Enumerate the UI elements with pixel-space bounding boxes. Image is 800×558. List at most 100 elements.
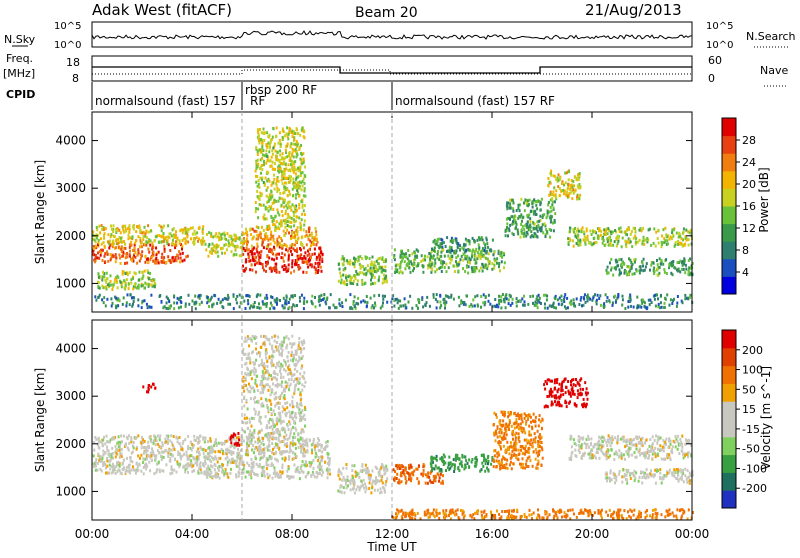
range-gate-cell <box>168 300 170 303</box>
range-gate-cell <box>676 305 678 308</box>
range-gate-cell <box>207 456 209 459</box>
range-gate-cell <box>145 230 147 233</box>
range-gate-cell <box>175 230 177 233</box>
range-gate-cell <box>266 351 268 354</box>
range-gate-cell <box>328 462 330 465</box>
range-gate-cell <box>679 235 681 238</box>
range-gate-cell <box>373 294 375 297</box>
range-gate-cell <box>101 243 103 246</box>
range-gate-cell <box>285 145 287 148</box>
range-gate-cell <box>273 174 275 177</box>
range-gate-cell <box>289 448 291 451</box>
range-gate-cell <box>440 255 442 258</box>
range-gate-cell <box>396 270 398 273</box>
range-gate-cell <box>94 260 96 263</box>
range-gate-cell <box>284 199 286 202</box>
range-gate-cell <box>112 463 114 466</box>
range-gate-cell <box>112 230 114 233</box>
range-gate-cell <box>263 160 265 163</box>
cpid-segment-1: normalsound (fast) 157 <box>95 94 236 108</box>
range-gate-cell <box>293 211 295 214</box>
range-gate-cell <box>123 296 125 299</box>
range-gate-cell <box>500 251 502 254</box>
range-gate-cell <box>300 467 302 470</box>
range-gate-cell <box>121 241 123 244</box>
range-gate-cell <box>225 449 227 452</box>
range-gate-cell <box>104 286 106 289</box>
range-gate-cell <box>192 465 194 468</box>
range-gate-cell <box>134 249 136 252</box>
range-gate-cell <box>259 142 261 145</box>
range-gate-cell <box>295 358 297 361</box>
range-gate-cell <box>474 304 476 307</box>
range-gate-cell <box>359 271 361 274</box>
range-gate-cell <box>268 196 270 199</box>
range-gate-cell <box>445 263 447 266</box>
range-gate-cell <box>326 469 328 472</box>
range-gate-cell <box>99 468 101 471</box>
range-gate-cell <box>462 259 464 262</box>
range-gate-cell <box>599 294 601 297</box>
range-gate-cell <box>534 227 536 230</box>
range-gate-cell <box>397 301 399 304</box>
range-gate-cell <box>581 304 583 307</box>
range-gate-cell <box>190 454 192 457</box>
range-gate-cell <box>273 452 275 455</box>
range-gate-cell <box>439 295 441 298</box>
range-gate-cell <box>677 261 679 264</box>
freq-label-1: Freq. <box>6 52 33 65</box>
range-gate-cell <box>106 298 108 301</box>
range-gate-cell <box>236 460 238 463</box>
range-gate-cell <box>665 258 667 261</box>
range-gate-cell <box>278 200 280 203</box>
range-gate-cell <box>296 216 298 219</box>
range-gate-cell <box>261 429 263 432</box>
range-gate-cell <box>549 304 551 307</box>
range-gate-cell <box>278 235 280 238</box>
range-gate-cell <box>256 262 258 265</box>
range-gate-cell <box>256 238 258 241</box>
range-gate-cell <box>629 259 631 262</box>
range-gate-cell <box>327 440 329 443</box>
range-gate-cell <box>165 463 167 466</box>
range-gate-cell <box>429 258 431 261</box>
range-gate-cell <box>616 260 618 263</box>
range-gate-cell <box>495 259 497 262</box>
range-gate-cell <box>550 221 552 224</box>
range-gate-cell <box>677 243 679 246</box>
range-gate-cell <box>327 444 329 447</box>
range-gate-cell <box>319 472 321 475</box>
range-gate-cell <box>125 304 127 307</box>
range-gate-cell <box>192 446 194 449</box>
range-gate-cell <box>293 270 295 273</box>
range-gate-cell <box>621 230 623 233</box>
range-gate-cell <box>270 208 272 211</box>
range-gate-cell <box>622 298 624 301</box>
range-gate-cell <box>260 307 262 310</box>
range-gate-cell <box>478 269 480 272</box>
range-gate-cell <box>268 389 270 392</box>
range-gate-cell <box>249 295 251 298</box>
range-gate-cell <box>277 151 279 154</box>
range-gate-cell <box>211 304 213 307</box>
range-gate-cell <box>265 143 267 146</box>
range-gate-cell <box>137 226 139 229</box>
range-gate-cell <box>174 458 176 461</box>
range-gate-cell <box>161 441 163 444</box>
range-gate-cell <box>400 270 402 273</box>
range-gate-cell <box>299 169 301 172</box>
range-gate-cell <box>505 306 507 309</box>
range-gate-cell <box>684 297 686 300</box>
range-gate-cell <box>156 471 158 474</box>
range-gate-cell <box>145 465 147 468</box>
range-gate-cell <box>286 335 288 338</box>
range-gate-cell <box>320 266 322 269</box>
range-gate-cell <box>281 170 283 173</box>
range-gate-cell <box>314 448 316 451</box>
range-gate-cell <box>436 306 438 309</box>
range-gate-cell <box>288 231 290 234</box>
range-gate-cell <box>236 301 238 304</box>
range-gate-cell <box>272 168 274 171</box>
range-gate-cell <box>507 234 509 237</box>
range-gate-cell <box>129 294 131 297</box>
